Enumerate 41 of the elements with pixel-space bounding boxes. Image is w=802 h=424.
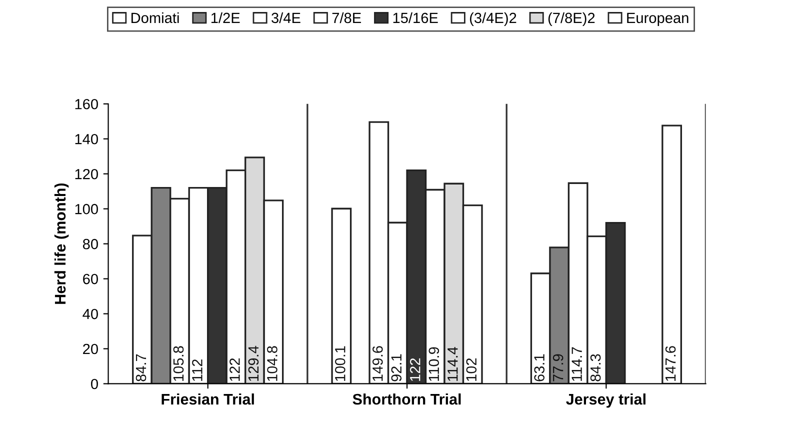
data-label: 122 bbox=[230, 358, 240, 381]
data-label: 112 bbox=[192, 359, 202, 381]
x-tick-label: Friesian Trial bbox=[162, 393, 254, 405]
legend-label: 3/4E bbox=[272, 12, 300, 24]
x-tick-label: Jersey trial bbox=[566, 393, 646, 408]
legend-label: 7/8E bbox=[332, 12, 361, 24]
data-label: 129.4 bbox=[248, 346, 259, 381]
legend-label: (7/8E)2 bbox=[548, 12, 595, 26]
data-label: 110.9 bbox=[428, 347, 440, 381]
data-label: 77.9 bbox=[552, 354, 564, 382]
data-label: 149.6 bbox=[372, 346, 383, 381]
legend-label: Domiati bbox=[131, 12, 179, 24]
data-label: 102 bbox=[466, 358, 477, 381]
y-tick-label: 40 bbox=[82, 308, 98, 320]
data-label: 114.4 bbox=[448, 346, 458, 381]
bar bbox=[662, 124, 682, 384]
legend-label: (3/4E)2 bbox=[470, 12, 516, 26]
y-tick-label: 160 bbox=[75, 98, 98, 110]
y-tick-label: 60 bbox=[83, 274, 98, 284]
data-label: 122 bbox=[410, 358, 420, 381]
data-label: 114.7 bbox=[572, 347, 582, 381]
y-tick-label: 100 bbox=[75, 204, 98, 214]
x-tick-label: Shorthorn Trial bbox=[352, 393, 461, 405]
legend-label: 1/2E bbox=[211, 12, 240, 24]
y-tick-label: 80 bbox=[82, 238, 98, 250]
bar bbox=[331, 208, 352, 384]
y-tick-label: 120 bbox=[75, 168, 98, 180]
data-label: 105.8 bbox=[173, 346, 184, 381]
legend-label: European bbox=[627, 12, 688, 26]
y-tick-label: 20 bbox=[83, 344, 98, 354]
data-label: 84.3 bbox=[590, 354, 601, 382]
data-label: 104.8 bbox=[267, 346, 278, 381]
data-label: 63.1 bbox=[534, 354, 544, 382]
y-axis-title: Herd life (month) bbox=[54, 183, 69, 304]
legend-label: 15/16E bbox=[393, 12, 438, 24]
data-label: 100.1 bbox=[334, 346, 346, 381]
y-tick-label: 0 bbox=[91, 378, 98, 390]
data-label: 84.7 bbox=[136, 354, 146, 382]
data-label: 92.1 bbox=[391, 354, 402, 382]
data-label: 147.6 bbox=[665, 346, 676, 381]
y-tick-label: 140 bbox=[75, 134, 98, 144]
